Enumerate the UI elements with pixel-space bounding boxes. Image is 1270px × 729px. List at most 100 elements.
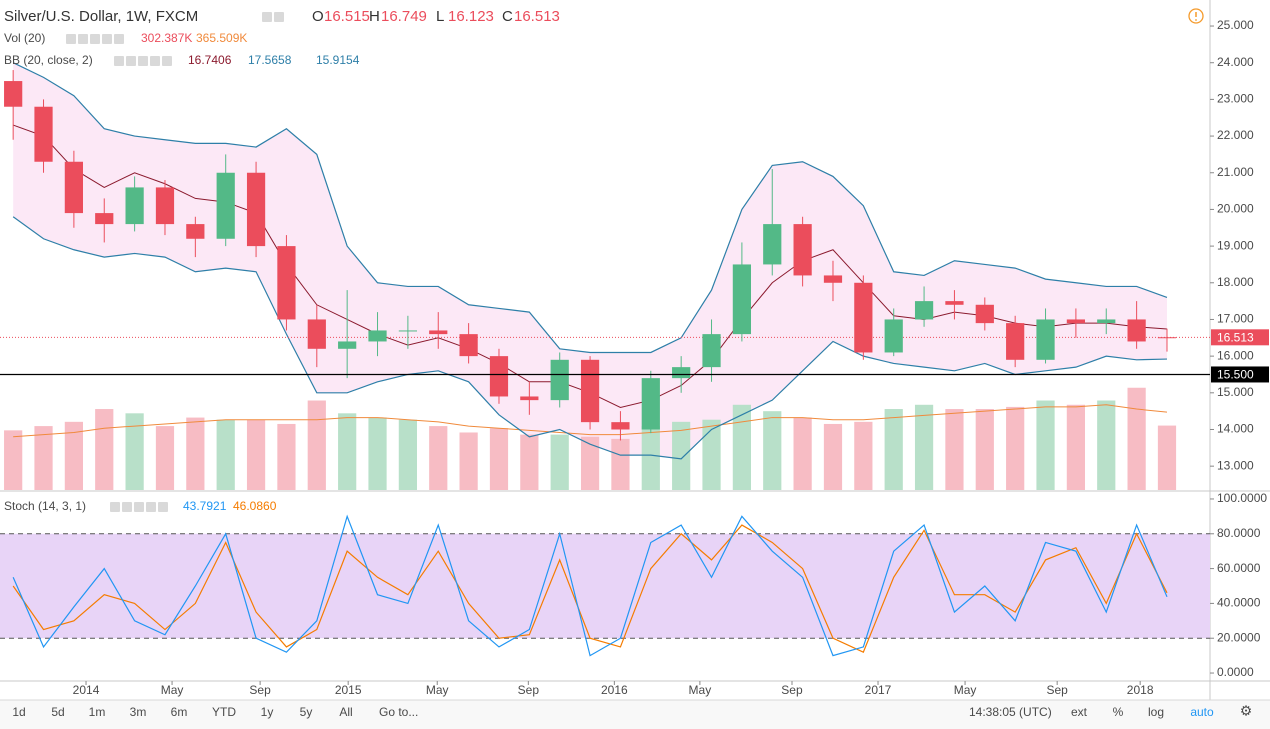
range-button[interactable]: YTD [212, 705, 236, 719]
toolbar [0, 700, 1270, 729]
volume-bar [246, 419, 266, 490]
y-tick-label: 18.000 [1217, 275, 1254, 289]
candle-body [914, 301, 934, 320]
candle-body [277, 246, 296, 320]
volume-bar [975, 409, 994, 490]
stoch-label: Stoch (14, 3, 1) [4, 499, 86, 513]
volume-bar [945, 409, 964, 490]
legend-icon[interactable] [102, 34, 112, 44]
x-tick-label: 2015 [335, 683, 362, 697]
alert-icon-dot [1195, 19, 1197, 21]
legend-icon[interactable] [66, 34, 76, 44]
legend-icon[interactable] [90, 34, 100, 44]
chart-title: Silver/U.S. Dollar, 1W, FXCM [4, 8, 198, 25]
volume-bar [307, 400, 326, 490]
ohlc-value: 16.123 [448, 8, 494, 25]
range-button[interactable]: 1y [261, 705, 274, 719]
option-button[interactable]: log [1148, 705, 1164, 719]
range-button[interactable]: All [339, 705, 352, 719]
legend-icon[interactable] [114, 56, 124, 66]
volume-bar [64, 421, 83, 490]
bollinger-value: 16.7406 [188, 53, 232, 67]
stoch-band [0, 533, 1210, 639]
stoch-value: 46.0860 [233, 499, 277, 513]
ohlc-label: C [502, 8, 513, 25]
range-button[interactable]: 5d [51, 705, 64, 719]
price-panel [0, 62, 1210, 490]
legend-icon[interactable] [78, 34, 88, 44]
range-button[interactable]: 1d [12, 705, 25, 719]
x-tick-label: May [161, 683, 184, 697]
y-tick-label: 24.000 [1217, 55, 1254, 69]
candle-body [641, 378, 660, 430]
bollinger-value: 17.5658 [248, 53, 292, 67]
stoch-tick-label: 0.0000 [1217, 665, 1254, 679]
volume-bar [1127, 387, 1146, 490]
volume-bar [489, 428, 509, 490]
volume-bar [1036, 400, 1055, 490]
candle-body [854, 282, 873, 353]
range-button[interactable]: 6m [171, 705, 188, 719]
candle-body [125, 187, 144, 225]
legend-icon[interactable] [262, 12, 272, 22]
y-tick-label: 17.000 [1217, 312, 1254, 326]
legend-icon[interactable] [162, 56, 172, 66]
stoch-k [12, 514, 1168, 657]
ohlc-value: 16.749 [381, 8, 427, 25]
stoch-tick-label: 60.0000 [1217, 561, 1261, 575]
volume-bar [338, 413, 357, 490]
range-button[interactable]: 1m [89, 705, 106, 719]
legend-icon[interactable] [122, 502, 132, 512]
candle-body [945, 301, 964, 305]
ohlc-label: L [436, 8, 444, 25]
candle-body [429, 330, 448, 335]
volume-bar [34, 426, 53, 490]
stoch-value: 43.7921 [183, 499, 227, 513]
stoch-tick-label: 40.0000 [1217, 596, 1261, 610]
range-button[interactable]: 3m [130, 705, 147, 719]
x-tick-label: May [689, 683, 712, 697]
legend-icon[interactable] [134, 502, 144, 512]
candle-body [793, 224, 812, 276]
legend-icon[interactable] [126, 56, 136, 66]
price-label-box [1211, 366, 1269, 383]
option-button[interactable]: auto [1190, 705, 1214, 719]
volume-bar [125, 413, 144, 490]
y-tick-label: 22.000 [1217, 128, 1254, 142]
x-tick-label: 2014 [73, 683, 100, 697]
legend-icon[interactable] [150, 56, 160, 66]
range-button[interactable]: 5y [300, 705, 313, 719]
goto-button[interactable]: Go to... [379, 705, 418, 719]
legend-icon[interactable] [158, 502, 168, 512]
legend-icon[interactable] [146, 502, 156, 512]
candle-body [64, 161, 83, 214]
volume-bar [884, 409, 903, 490]
y-tick-label: 14.000 [1217, 422, 1254, 436]
candle-body [1157, 337, 1177, 339]
legend-icon[interactable] [274, 12, 284, 22]
volume-bar [216, 419, 235, 490]
volume-bar [854, 421, 873, 490]
alert-icon[interactable] [1188, 8, 1204, 24]
volume-label: Vol (20) [4, 31, 45, 45]
legend-icon[interactable] [138, 56, 148, 66]
stoch-tick-label: 80.0000 [1217, 526, 1261, 540]
legend-icon[interactable] [114, 34, 124, 44]
option-button[interactable]: % [1113, 705, 1124, 719]
y-tick-label: 16.000 [1217, 348, 1254, 362]
volume-bar [823, 423, 843, 490]
clock: 14:38:05 (UTC) [969, 705, 1052, 719]
volume-bar [580, 436, 600, 490]
legend-icon[interactable] [110, 502, 120, 512]
candle-body [611, 422, 630, 430]
settings-icon[interactable]: ⚙ [1240, 703, 1253, 719]
bollinger-fill [13, 62, 1167, 459]
candle-body [489, 356, 509, 397]
option-button[interactable]: ext [1071, 705, 1088, 719]
candle-body [975, 304, 994, 324]
y-tick-label: 13.000 [1217, 458, 1254, 472]
volume-bar [672, 421, 691, 490]
bollinger-value: 15.9154 [316, 53, 360, 67]
candle-body [246, 172, 266, 247]
